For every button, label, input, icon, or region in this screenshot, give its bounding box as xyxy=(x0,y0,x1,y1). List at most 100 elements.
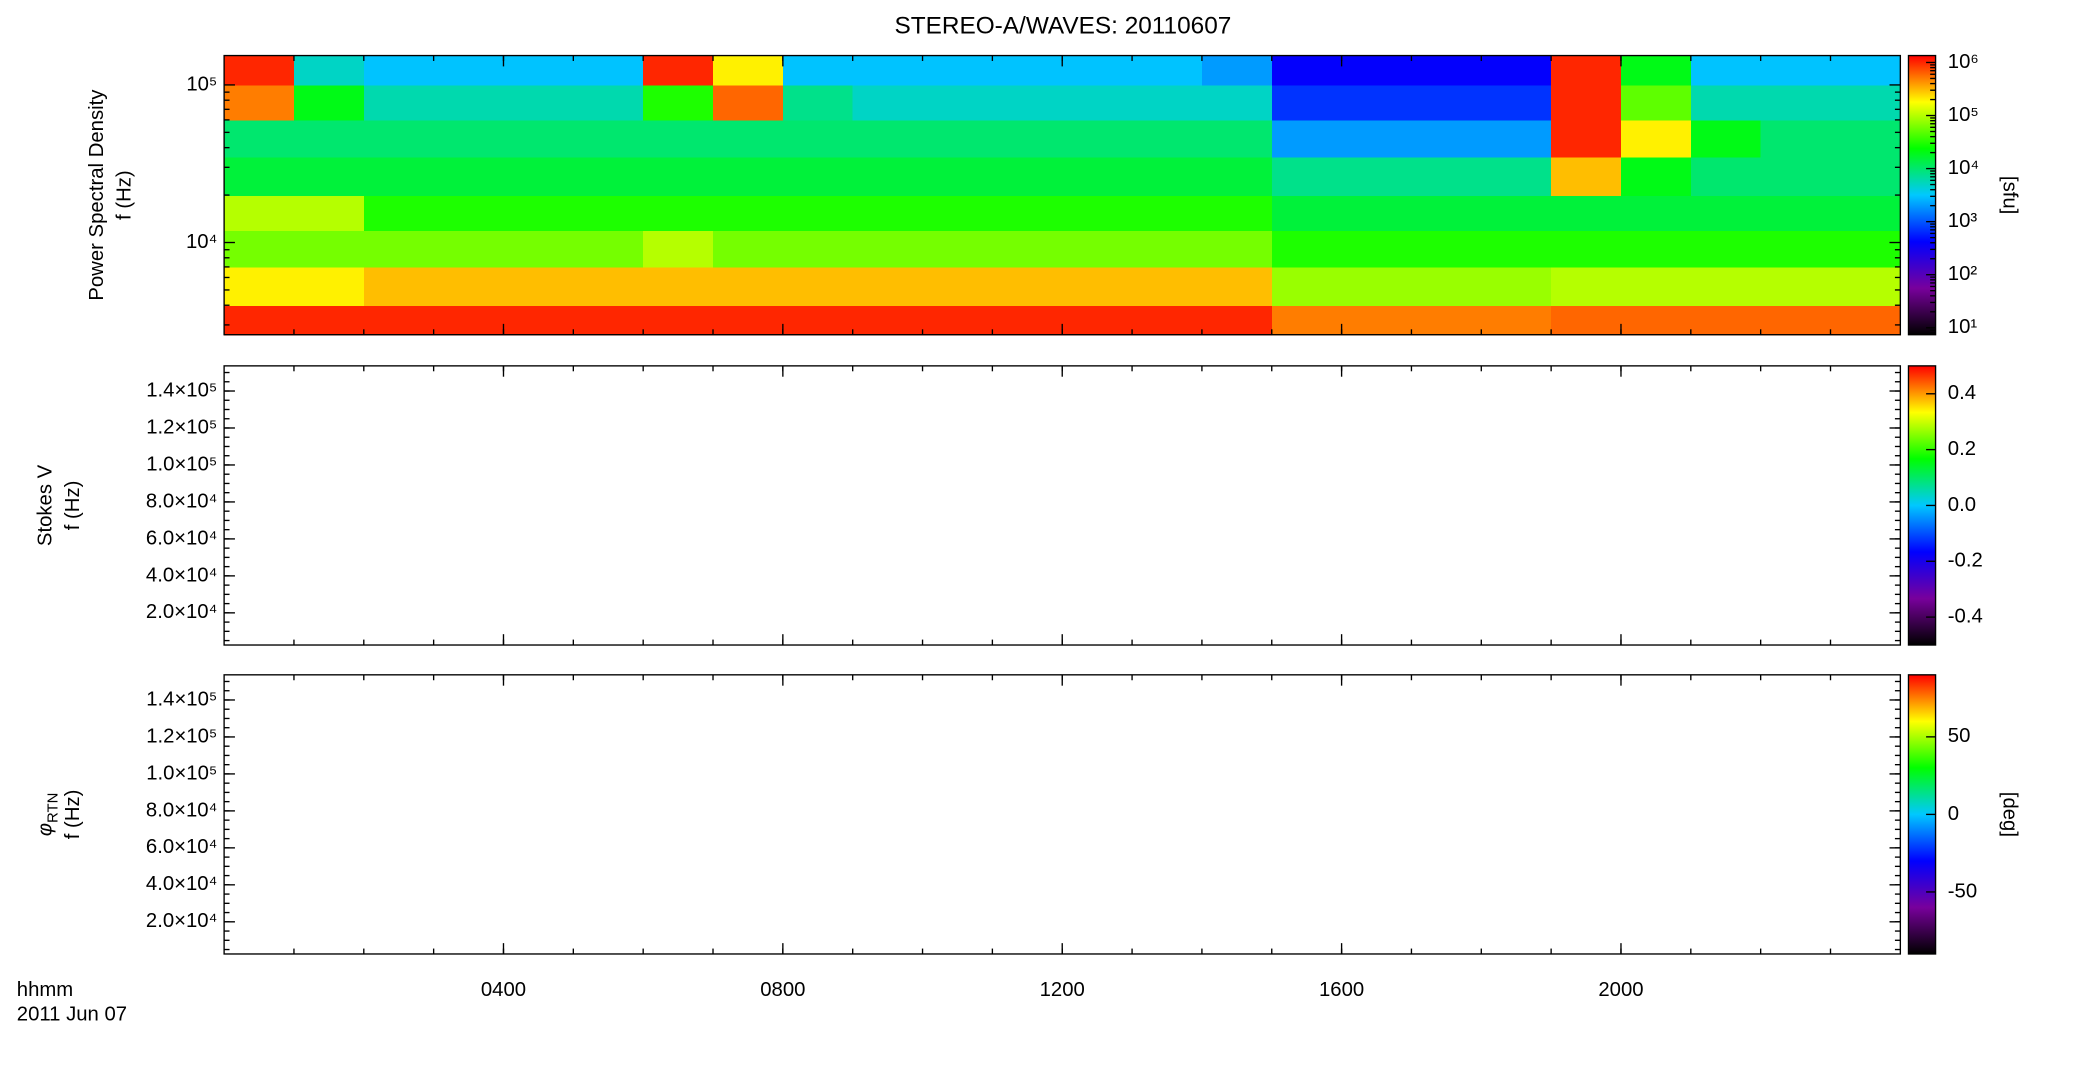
y-tick-label: 1.0×10⁵ xyxy=(146,762,217,784)
heatmap-cell xyxy=(1620,84,1692,121)
colorbar-tick-label: 10⁴ xyxy=(1948,157,1979,179)
y-axis-label-unit: f (Hz) xyxy=(114,170,136,220)
colorbar-label: [sfu] xyxy=(1998,176,2020,214)
heatmap-cell xyxy=(1690,119,1762,158)
heatmap-cell xyxy=(1551,156,1622,196)
heatmap-cell xyxy=(1062,119,1133,158)
y-axis-label-main: Power Spectral Density xyxy=(86,89,108,301)
heatmap-cell xyxy=(1341,230,1413,268)
heatmap-cell xyxy=(293,195,365,231)
heatmap-cell xyxy=(1062,305,1133,336)
heatmap-cell xyxy=(992,305,1064,336)
heatmap-cell xyxy=(1201,230,1273,268)
heatmap-cell xyxy=(852,55,924,86)
heatmap-cell xyxy=(1201,195,1273,231)
heatmap-cell xyxy=(1760,230,1832,268)
heatmap-cell xyxy=(433,156,505,196)
heatmap-cell xyxy=(1760,55,1832,86)
colorbar-tick-label: -0.4 xyxy=(1948,605,1983,627)
heatmap-cell xyxy=(922,305,994,336)
heatmap-cell xyxy=(573,305,644,336)
heatmap-cell xyxy=(1481,266,1552,307)
heatmap-cell xyxy=(363,195,435,231)
heatmap-cell xyxy=(1830,119,1902,158)
y-tick-label: 6.0×10⁴ xyxy=(146,836,217,858)
heatmap-cell xyxy=(1411,230,1483,268)
heatmap-cell xyxy=(1201,84,1273,121)
heatmap-cell xyxy=(852,305,924,336)
date-label: 2011 Jun 07 xyxy=(17,1003,127,1025)
colorbar-tick-label: 0 xyxy=(1948,803,1959,825)
colorbar-tick-label: 10² xyxy=(1948,263,1978,285)
heatmap-cell xyxy=(1271,230,1343,268)
heatmap-cell xyxy=(1551,119,1622,158)
heatmap-cell xyxy=(1830,55,1902,86)
heatmap-cell xyxy=(573,156,644,196)
heatmap-cell xyxy=(643,230,714,268)
heatmap-cell xyxy=(1132,55,1203,86)
heatmap-cell xyxy=(224,305,295,336)
y-axis-label-main: Stokes V xyxy=(35,464,57,546)
heatmap-cell xyxy=(992,195,1064,231)
plot-frame xyxy=(223,674,1902,955)
heatmap-cell xyxy=(1132,230,1203,268)
y-tick-label: 10⁵ xyxy=(186,73,217,95)
heatmap-cell xyxy=(433,266,505,307)
heatmap-cell xyxy=(1341,156,1413,196)
heatmap-cell xyxy=(1341,305,1413,336)
heatmap-cell xyxy=(573,195,644,231)
heatmap-cell xyxy=(1201,266,1273,307)
panel: 2.0×10⁴ 4.0×10⁴ 6.0×10⁴ 8.0×10⁴ 1.0×10⁵ 1.2×1… xyxy=(35,365,1983,646)
y-axis-label-unit: f (Hz) xyxy=(62,481,84,531)
colorbar-tick-label: 0.0 xyxy=(1948,494,1976,516)
heatmap-cell xyxy=(992,84,1064,121)
heatmap-cell xyxy=(643,195,714,231)
heatmap-cell xyxy=(1760,195,1832,231)
heatmap-cell xyxy=(1062,195,1133,231)
heatmap-cell xyxy=(1830,84,1902,121)
heatmap-cell xyxy=(224,266,295,307)
heatmap-cell xyxy=(922,55,994,86)
heatmap-cell xyxy=(1201,119,1273,158)
heatmap-cell xyxy=(1132,119,1203,158)
heatmap-cell xyxy=(713,156,784,196)
heatmap-cell xyxy=(1062,266,1133,307)
heatmap-cell xyxy=(922,230,994,268)
heatmap-cell xyxy=(992,156,1064,196)
y-tick-label: 4.0×10⁴ xyxy=(146,564,217,586)
heatmap-cell xyxy=(713,305,784,336)
heatmap-cell xyxy=(1690,55,1762,86)
heatmap-cell xyxy=(922,156,994,196)
heatmap-cell xyxy=(503,55,575,86)
heatmap-cell xyxy=(1411,195,1483,231)
heatmap-cell xyxy=(922,84,994,121)
heatmap-cell xyxy=(433,230,505,268)
heatmap-cell xyxy=(852,230,924,268)
y-tick-label: 1.2×10⁵ xyxy=(146,416,217,438)
heatmap-cell xyxy=(1341,195,1413,231)
heatmap-cell xyxy=(1132,305,1203,336)
heatmap-cell xyxy=(1271,119,1343,158)
heatmap-cell xyxy=(363,156,435,196)
heatmap-cell xyxy=(1620,230,1692,268)
heatmap-cell xyxy=(1830,156,1902,196)
x-tick-label: 1200 xyxy=(1040,979,1085,1001)
y-tick-label: 2.0×10⁴ xyxy=(146,910,217,932)
colorbar-tick-label: -50 xyxy=(1948,880,1977,902)
y-tick-label: 8.0×10⁴ xyxy=(146,799,217,821)
heatmap-cell xyxy=(1411,84,1483,121)
heatmap-cell xyxy=(1271,266,1343,307)
heatmap-cell xyxy=(992,119,1064,158)
heatmap-cell xyxy=(503,119,575,158)
heatmap-cell xyxy=(503,266,575,307)
heatmap-cell xyxy=(782,156,854,196)
heatmap-cell xyxy=(643,119,714,158)
heatmap-cell xyxy=(852,119,924,158)
y-tick-label: 1.0×10⁵ xyxy=(146,453,217,475)
colorbar-tick-label: 0.4 xyxy=(1948,382,1976,404)
heatmap-cell xyxy=(1411,55,1483,86)
heatmap-cell xyxy=(992,230,1064,268)
heatmap-cell xyxy=(224,230,295,268)
heatmap-cell xyxy=(1690,230,1762,268)
y-tick-label: 8.0×10⁴ xyxy=(146,490,217,512)
